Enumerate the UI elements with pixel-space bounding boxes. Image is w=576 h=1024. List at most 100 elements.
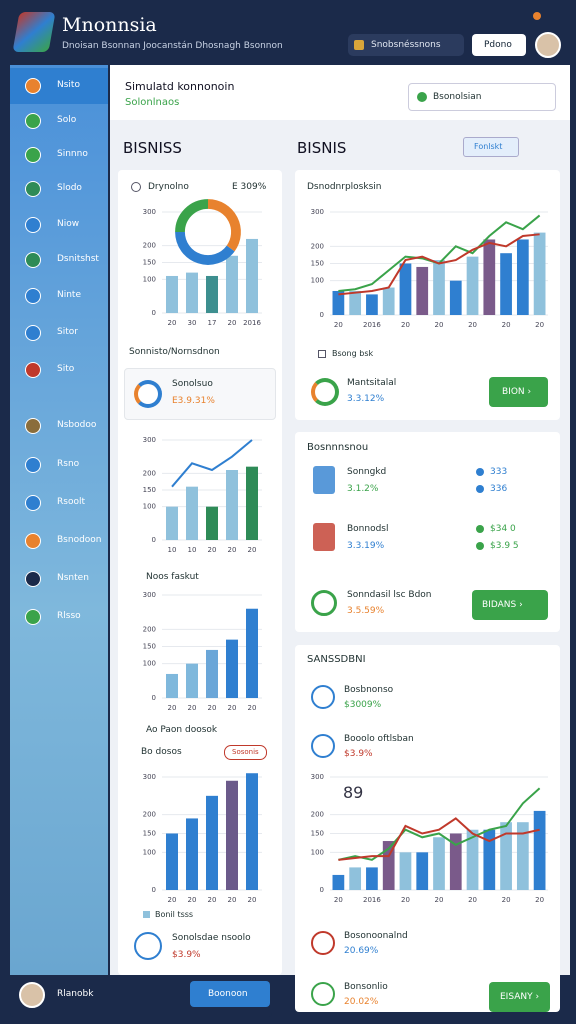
item-value: E3.9.31% bbox=[172, 396, 215, 406]
nav-icon bbox=[25, 78, 41, 94]
row-title: Bonsonlio bbox=[344, 982, 388, 992]
nav-item[interactable]: Ninte bbox=[57, 290, 82, 300]
item-title: Sonndasil lsc Bdon bbox=[347, 590, 432, 600]
left-card bbox=[118, 170, 282, 975]
star bbox=[476, 542, 484, 550]
row-icon bbox=[311, 685, 335, 709]
heading: Ao Paon doosok bbox=[146, 725, 218, 735]
card-value: E 309% bbox=[232, 182, 267, 192]
item-icon bbox=[134, 932, 162, 960]
card-title: Drynolno bbox=[148, 182, 189, 192]
star bbox=[476, 485, 484, 493]
legend-swatch bbox=[143, 911, 150, 918]
button-label[interactable]: EISANY › bbox=[500, 992, 540, 1002]
item-icon bbox=[134, 380, 162, 408]
item-icon bbox=[311, 378, 339, 406]
item-icon bbox=[311, 590, 337, 616]
user-button-label: Boonoon bbox=[208, 989, 248, 999]
card-icon bbox=[131, 182, 141, 192]
nav-item[interactable]: Niow bbox=[57, 219, 80, 229]
nav-item[interactable]: Nsbodoo bbox=[57, 420, 97, 430]
nav-icon bbox=[25, 288, 41, 304]
row-icon bbox=[311, 734, 335, 758]
stat: 333 bbox=[490, 467, 508, 477]
nav-item[interactable]: Rlsso bbox=[57, 611, 81, 621]
card-title: Dsnodnrplosksin bbox=[307, 182, 382, 192]
row-icon bbox=[311, 931, 335, 955]
nav-icon bbox=[25, 217, 41, 233]
button[interactable] bbox=[472, 590, 548, 620]
nav-item[interactable]: Solo bbox=[57, 115, 77, 125]
nav-item[interactable]: Sinnno bbox=[57, 149, 88, 159]
badge bbox=[224, 745, 267, 760]
section-title: BISNIS bbox=[297, 139, 347, 157]
nav-item[interactable]: Rsno bbox=[57, 459, 80, 469]
row-icon bbox=[313, 466, 335, 494]
user-button[interactable] bbox=[190, 981, 270, 1007]
stat: $34 0 bbox=[490, 524, 516, 534]
topbar-search-text: Bsonolsian bbox=[433, 92, 482, 102]
header-button-label: Pdono bbox=[484, 40, 512, 50]
button[interactable] bbox=[489, 377, 548, 407]
row-value: $3.9% bbox=[344, 749, 373, 759]
badge-label: Sosonis bbox=[232, 748, 259, 756]
search-icon bbox=[417, 92, 427, 102]
row-icon bbox=[313, 523, 335, 551]
item-title: Sonolsuo bbox=[172, 379, 213, 389]
nav-icon bbox=[25, 495, 41, 511]
topbar-search[interactable] bbox=[408, 83, 556, 111]
button-label[interactable]: BIDANS › bbox=[482, 600, 523, 610]
app-title: Mnonnsia bbox=[62, 14, 157, 36]
avatar bbox=[535, 32, 561, 58]
item-title: Mantsitalal bbox=[347, 378, 397, 388]
nav-icon bbox=[25, 113, 41, 129]
nav-item[interactable]: Rsoolt bbox=[57, 497, 85, 507]
heading: Noos faskut bbox=[146, 572, 199, 582]
app-subtitle: Dnoisan Bsonnan Joocanstán Dhosnagh Bson… bbox=[62, 41, 283, 51]
nav-item[interactable]: Nsnten bbox=[57, 573, 89, 583]
card-title: SANSSDBNI bbox=[307, 654, 366, 665]
card-title: Bosnnnsnou bbox=[307, 442, 369, 453]
nav-item[interactable]: Sito bbox=[57, 364, 75, 374]
nav-icon bbox=[25, 181, 41, 197]
search-pill[interactable] bbox=[348, 34, 464, 56]
topbar-subtitle: Solonlnaos bbox=[125, 97, 180, 108]
item-title: Sonolsdae nsoolo bbox=[172, 933, 251, 943]
nav-icon bbox=[25, 571, 41, 587]
header-button[interactable] bbox=[472, 34, 526, 56]
nav-item[interactable]: Nsito bbox=[57, 80, 80, 90]
legend-label: Bonil tsss bbox=[155, 910, 194, 919]
nav-icon bbox=[25, 457, 41, 473]
row-value: 3.3.19% bbox=[347, 541, 385, 551]
nav-icon bbox=[25, 362, 41, 378]
nav-item[interactable]: Sitor bbox=[57, 327, 78, 337]
legend-label: Bsong bsk bbox=[332, 349, 374, 358]
stat: 336 bbox=[490, 484, 508, 494]
section-button-label: Fonlskt bbox=[474, 142, 503, 151]
card bbox=[295, 645, 560, 1012]
nav-icon bbox=[25, 252, 41, 268]
row-title: Bonnodsl bbox=[347, 524, 389, 534]
star bbox=[476, 525, 484, 533]
nav-item[interactable]: Slodo bbox=[57, 183, 82, 193]
nav-icon bbox=[25, 147, 41, 163]
nav-item[interactable]: Bsnodoon bbox=[57, 535, 102, 545]
search-text: Snobsnéssnons bbox=[371, 40, 441, 50]
sidebar bbox=[10, 65, 108, 975]
item-value: $3.9% bbox=[172, 950, 201, 960]
section-button[interactable] bbox=[463, 137, 519, 157]
button-label[interactable]: BION › bbox=[502, 387, 532, 397]
nav-item[interactable]: Dsnitshst bbox=[57, 254, 99, 264]
item-value: 3.5.59% bbox=[347, 606, 385, 616]
nav-icon bbox=[25, 418, 41, 434]
button[interactable] bbox=[489, 982, 550, 1012]
row-title: Bosbnonso bbox=[344, 685, 394, 695]
item-value: 3.3.12% bbox=[347, 394, 385, 404]
row-value: 20.02% bbox=[344, 997, 379, 1007]
nav-icon bbox=[25, 325, 41, 341]
nav-icon bbox=[25, 533, 41, 549]
star bbox=[476, 468, 484, 476]
user-name: Rlanobk bbox=[57, 989, 94, 999]
row-value: 20.69% bbox=[344, 946, 379, 956]
